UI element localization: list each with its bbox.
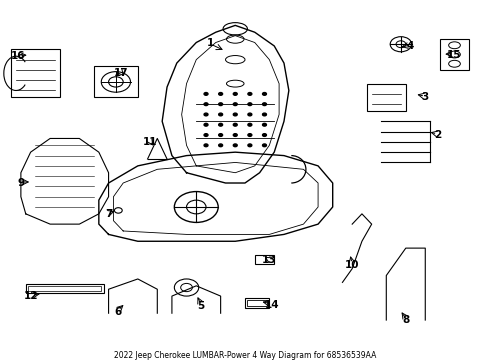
Text: 11: 11 [143, 137, 157, 147]
Bar [440, 39, 469, 70]
Text: 5: 5 [197, 301, 205, 311]
Bar [94, 67, 138, 97]
Circle shape [263, 144, 267, 147]
Circle shape [233, 103, 237, 105]
Bar [247, 300, 267, 306]
Circle shape [204, 134, 208, 136]
Circle shape [263, 134, 267, 136]
Circle shape [204, 113, 208, 116]
Circle shape [248, 134, 252, 136]
Circle shape [248, 113, 252, 116]
Bar [11, 49, 60, 97]
Circle shape [263, 93, 267, 95]
Bar [26, 284, 104, 293]
Text: 13: 13 [262, 255, 277, 265]
Circle shape [204, 123, 208, 126]
Circle shape [233, 134, 237, 136]
Circle shape [219, 113, 222, 116]
Circle shape [219, 123, 222, 126]
Bar [245, 298, 270, 308]
Text: 4: 4 [407, 41, 415, 51]
Circle shape [233, 144, 237, 147]
Text: 9: 9 [17, 178, 24, 188]
Text: 3: 3 [422, 92, 429, 102]
Circle shape [263, 103, 267, 105]
Circle shape [248, 93, 252, 95]
Circle shape [248, 144, 252, 147]
Circle shape [219, 134, 222, 136]
Text: 2: 2 [434, 130, 441, 140]
Text: 14: 14 [265, 300, 279, 310]
Text: 1: 1 [207, 37, 215, 48]
Bar [255, 255, 274, 264]
Text: 2022 Jeep Cherokee LUMBAR-Power 4 Way Diagram for 68536539AA: 2022 Jeep Cherokee LUMBAR-Power 4 Way Di… [114, 351, 376, 360]
Text: 8: 8 [402, 315, 410, 325]
Bar [28, 286, 101, 291]
Text: 17: 17 [114, 68, 128, 78]
Circle shape [233, 93, 237, 95]
Circle shape [219, 103, 222, 105]
Circle shape [204, 93, 208, 95]
Circle shape [233, 123, 237, 126]
Text: 12: 12 [24, 291, 38, 301]
Circle shape [219, 93, 222, 95]
Circle shape [248, 123, 252, 126]
Circle shape [248, 103, 252, 105]
Text: 6: 6 [115, 306, 122, 316]
Circle shape [263, 113, 267, 116]
Circle shape [219, 144, 222, 147]
Bar [367, 84, 406, 111]
Text: 16: 16 [11, 51, 25, 61]
Circle shape [263, 123, 267, 126]
Text: 15: 15 [447, 50, 462, 59]
Text: 7: 7 [105, 209, 112, 219]
Circle shape [233, 113, 237, 116]
Circle shape [204, 103, 208, 105]
Text: 10: 10 [345, 260, 360, 270]
Circle shape [204, 144, 208, 147]
